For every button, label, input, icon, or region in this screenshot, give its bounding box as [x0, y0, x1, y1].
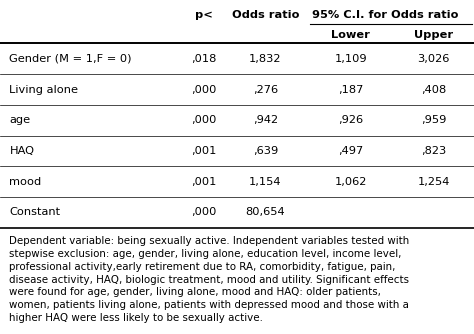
Text: Odds ratio: Odds ratio [232, 10, 299, 20]
Text: 1,154: 1,154 [249, 177, 282, 187]
Text: 95% C.I. for Odds ratio: 95% C.I. for Odds ratio [312, 10, 458, 20]
Text: ,000: ,000 [191, 207, 217, 217]
Text: ,276: ,276 [253, 85, 278, 95]
Text: ,001: ,001 [191, 177, 217, 187]
Text: ,001: ,001 [191, 146, 217, 156]
Text: 80,654: 80,654 [246, 207, 285, 217]
Text: 3,026: 3,026 [418, 54, 450, 64]
Text: mood: mood [9, 177, 42, 187]
Text: ,187: ,187 [338, 85, 364, 95]
Text: ,497: ,497 [338, 146, 364, 156]
Text: Dependent variable: being sexually active. Independent variables tested with
ste: Dependent variable: being sexually activ… [9, 236, 410, 323]
Text: p<: p< [195, 10, 213, 20]
Text: HAQ: HAQ [9, 146, 35, 156]
Text: age: age [9, 115, 31, 125]
Text: Constant: Constant [9, 207, 61, 217]
Text: Lower: Lower [331, 30, 370, 40]
Text: ,639: ,639 [253, 146, 278, 156]
Text: ,018: ,018 [191, 54, 217, 64]
Text: ,408: ,408 [421, 85, 447, 95]
Text: 1,109: 1,109 [335, 54, 367, 64]
Text: ,942: ,942 [253, 115, 278, 125]
Text: Upper: Upper [414, 30, 453, 40]
Text: 1,254: 1,254 [418, 177, 450, 187]
Text: 1,832: 1,832 [249, 54, 282, 64]
Text: ,000: ,000 [191, 85, 217, 95]
Text: ,926: ,926 [338, 115, 364, 125]
Text: Gender (M = 1,F = 0): Gender (M = 1,F = 0) [9, 54, 132, 64]
Text: ,959: ,959 [421, 115, 447, 125]
Text: ,000: ,000 [191, 115, 217, 125]
Text: 1,062: 1,062 [335, 177, 367, 187]
Text: ,823: ,823 [421, 146, 447, 156]
Text: Living alone: Living alone [9, 85, 79, 95]
